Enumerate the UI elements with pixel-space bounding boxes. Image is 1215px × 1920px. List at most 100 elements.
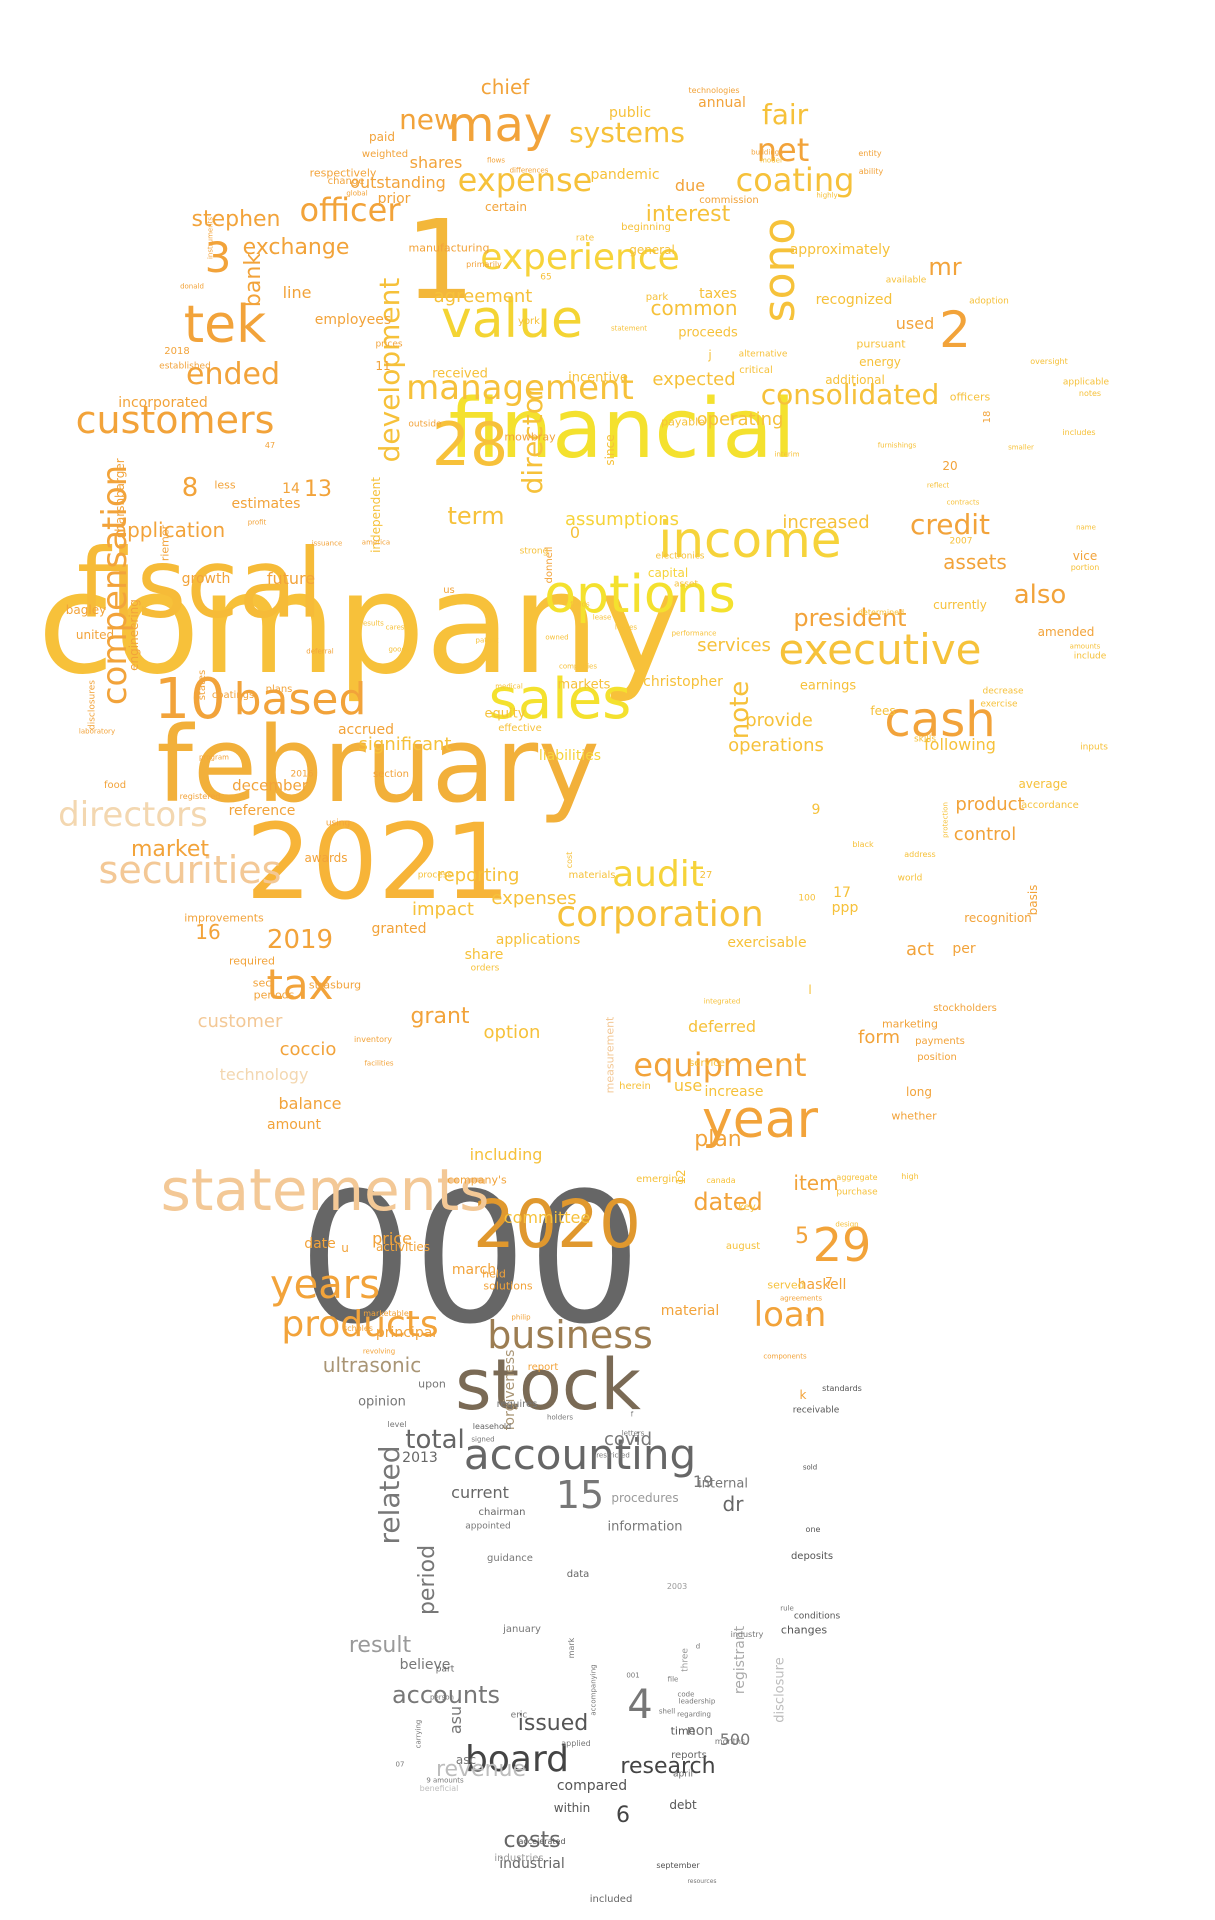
cloud-word: christopher [643, 674, 723, 690]
cloud-word: interest [645, 202, 731, 227]
cloud-word: disclosures [87, 680, 98, 730]
cloud-word: due [674, 176, 706, 195]
cloud-word: applicable [1062, 377, 1110, 388]
cloud-word: item [793, 1171, 839, 1195]
cloud-word: payable [661, 415, 705, 429]
cloud-word: date [304, 1236, 336, 1252]
cloud-word: service [689, 1058, 725, 1069]
cloud-word: awards [304, 851, 348, 865]
cloud-word: impact [412, 899, 474, 920]
cloud-word: issuance [311, 539, 343, 548]
cloud-word: change [327, 176, 365, 187]
cloud-word: form [858, 1027, 900, 1048]
cloud-word: performance [671, 629, 717, 638]
cloud-word: laboratory [78, 727, 116, 736]
cloud-word: general [629, 243, 675, 257]
cloud-word: respectively [309, 166, 377, 180]
cloud-word: changes [780, 1623, 828, 1637]
cloud-word: equity [484, 706, 526, 722]
cloud-word: 3 [204, 233, 232, 282]
cloud-word: issued [517, 1711, 589, 1736]
cloud-word: company's [447, 1173, 507, 1187]
cloud-word: address [904, 850, 936, 859]
cloud-word: reflect [926, 481, 950, 490]
cloud-word: program [199, 753, 229, 762]
cloud-word: related [373, 1445, 406, 1545]
cloud-word: marketing [881, 1017, 939, 1031]
cloud-word: whether [891, 1109, 937, 1123]
cloud-word: purchase [836, 1187, 878, 1198]
cloud-word: owned [545, 633, 569, 642]
cloud-word: financial [448, 382, 796, 477]
cloud-word: harshbarger [113, 458, 127, 532]
cloud-word: public [608, 105, 652, 121]
cloud-word: 1 [405, 196, 475, 324]
cloud-word: prior [377, 191, 411, 207]
cloud-word: agreement [433, 286, 533, 307]
cloud-word: balance [278, 1094, 342, 1113]
cloud-word: weighted [361, 149, 409, 160]
cloud-word: companies [558, 662, 598, 671]
cloud-word: exercise [980, 699, 1018, 710]
cloud-word: guidance [487, 1553, 533, 1564]
cloud-word: critical [739, 365, 773, 376]
cloud-word: level [387, 1420, 407, 1429]
cloud-word: officers [949, 390, 991, 404]
cloud-word: resources [687, 1878, 717, 1885]
cloud-word: 100 [798, 893, 816, 904]
cloud-word: common [650, 296, 738, 320]
cloud-word: 9 [811, 802, 821, 818]
cloud-word: future [266, 569, 316, 588]
cloud-word: one [805, 1525, 821, 1534]
cloud-word: upon [418, 1377, 446, 1391]
cloud-word: leasehold [472, 1422, 512, 1431]
cloud-word: proceeds [678, 325, 738, 341]
cloud-word: board [465, 1739, 569, 1780]
cloud-word: ended [185, 357, 281, 392]
cloud-word: technologies [688, 86, 740, 95]
cloud-word: amounts [1069, 642, 1101, 651]
cloud-word: control [953, 824, 1017, 845]
cloud-word: corporation [556, 894, 764, 935]
cloud-word: philip [511, 1313, 531, 1322]
cloud-word: statements [160, 1156, 490, 1224]
cloud-word: outstanding [350, 173, 446, 192]
cloud-word: process [417, 870, 453, 881]
cloud-word: sec [252, 976, 272, 990]
cloud-word: emerging [636, 1174, 684, 1185]
cloud-word: standards [822, 1384, 862, 1393]
cloud-word: currently [933, 598, 987, 612]
cloud-word: 10 [154, 667, 226, 732]
cloud-word: tek [183, 295, 267, 355]
cloud-word: oversight [1030, 357, 1068, 366]
cloud-word: using [325, 818, 351, 829]
cloud-word: leases [614, 623, 638, 632]
cloud-word: 9 amounts [426, 1776, 464, 1785]
cloud-word: asu [446, 1705, 465, 1735]
cloud-word: information [607, 1519, 683, 1535]
cloud-word: three [680, 1648, 691, 1672]
cloud-word: buildings [751, 148, 783, 157]
cloud-word: services [697, 635, 771, 656]
cloud-word: total [405, 1425, 465, 1455]
cloud-word: officer [299, 191, 401, 229]
cloud-word: 13 [304, 477, 332, 502]
cloud-word: basis [1026, 884, 1040, 916]
cloud-word: cash [884, 692, 996, 748]
cloud-word: reports [671, 1750, 707, 1761]
cloud-word: growth [181, 571, 231, 587]
cloud-word: payments [915, 1036, 965, 1047]
cloud-word: 20 [942, 459, 958, 473]
cloud-word: amended [1037, 625, 1095, 639]
cloud-word: components [763, 1352, 807, 1361]
cloud-word: provide [745, 710, 813, 731]
cloud-word: years [269, 1262, 381, 1308]
cloud-word: engineering [127, 599, 141, 671]
cloud-word: medical [495, 682, 523, 691]
cloud-word: file [667, 1675, 679, 1684]
cloud-word: 6 [616, 1803, 630, 1828]
cloud-word: industry [730, 1630, 764, 1639]
cloud-word: accounts [391, 1681, 501, 1709]
cloud-word: certain [485, 200, 527, 214]
